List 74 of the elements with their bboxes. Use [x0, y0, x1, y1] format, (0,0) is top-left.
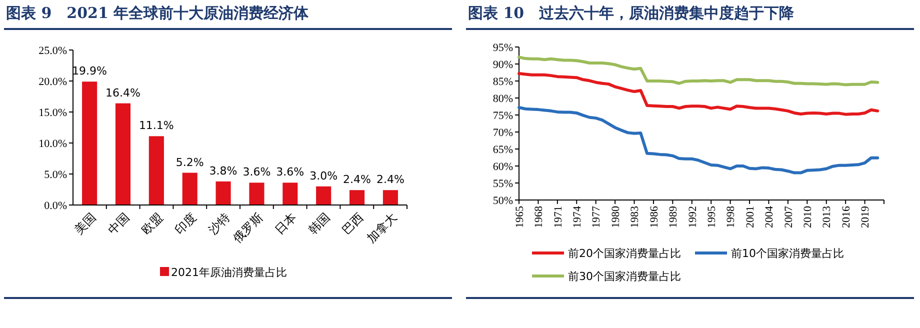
x-tick-label: 2016	[840, 206, 852, 228]
bar	[182, 172, 198, 205]
x-tick-label: 1983	[629, 206, 642, 228]
x-tick-label: 1968	[533, 206, 546, 228]
x-tick-label: 1998	[725, 206, 738, 228]
data-label: 2.4%	[343, 173, 371, 186]
bar	[282, 182, 298, 205]
y-tick-label: 75%	[492, 110, 513, 122]
x-tick-label: 2010	[802, 206, 814, 228]
line-series	[518, 106, 880, 174]
x-tick-label: 加拿大	[364, 210, 400, 246]
data-label: 3.0%	[310, 169, 338, 182]
x-tick-label: 1974	[571, 206, 584, 228]
y-tick-label: 85%	[492, 76, 513, 88]
data-label: 3.8%	[209, 164, 238, 178]
x-tick-label: 1977	[590, 206, 603, 228]
data-label: 5.2%	[176, 156, 204, 169]
bar	[216, 181, 231, 205]
data-label: 16.4%	[106, 86, 140, 100]
bar	[148, 136, 164, 205]
bar	[349, 190, 365, 205]
x-tick-label: 1971	[552, 206, 564, 228]
data-label: 11.1%	[138, 119, 174, 132]
y-tick-label: 65%	[492, 144, 513, 156]
x-tick-label: 韩国	[306, 210, 333, 238]
legend-label: 前10个国家消费量占比	[731, 246, 844, 260]
x-tick-label: 日本	[272, 210, 300, 238]
bar	[115, 103, 131, 205]
y-tick-label: 25.0%	[38, 44, 67, 57]
x-tick-label: 巴西	[339, 210, 366, 238]
bar	[382, 190, 398, 205]
x-tick-label: 1980	[610, 206, 622, 228]
y-tick-label: 60%	[492, 160, 513, 173]
data-label: 19.9%	[72, 64, 108, 78]
chart-title: 图表 9 2021 年全球前十大原油消费经济体	[6, 4, 310, 22]
legend-label: 前20个国家消费量占比	[568, 246, 681, 260]
x-tick-label: 2001	[744, 206, 756, 228]
x-tick-label: 2013	[821, 206, 834, 228]
x-tick-label: 1995	[706, 206, 718, 228]
y-tick-label: 55%	[492, 178, 513, 190]
y-tick-label: 50%	[492, 194, 513, 207]
x-tick-label: 1986	[648, 206, 660, 228]
x-tick-label: 印度	[172, 210, 199, 238]
data-label: 3.6%	[242, 166, 271, 179]
y-tick-label: 90%	[492, 58, 513, 71]
bar	[249, 182, 264, 205]
x-tick-label: 俄罗斯	[230, 210, 266, 246]
x-tick-label: 2007	[782, 206, 795, 228]
x-tick-label: 2004	[764, 206, 776, 228]
y-tick-label: 80%	[492, 92, 513, 105]
y-tick-label: 0.0%	[44, 200, 67, 212]
y-tick-label: 95%	[492, 42, 513, 54]
y-tick-label: 10.0%	[38, 138, 67, 150]
line-series	[518, 72, 880, 116]
line-series	[518, 56, 880, 86]
y-tick-label: 20.0%	[38, 76, 67, 88]
bar	[82, 82, 98, 205]
x-tick-label: 欧盟	[138, 210, 166, 238]
y-tick-label: 5.0%	[44, 168, 67, 181]
x-tick-label: 2019	[860, 206, 872, 228]
y-tick-label: 70%	[492, 126, 513, 139]
x-tick-label: 1965	[514, 206, 526, 228]
x-tick-label: 沙特	[206, 210, 232, 238]
x-tick-label: 中国	[105, 210, 132, 238]
legend-label: 前30个国家消费量占比	[568, 270, 681, 283]
data-label: 3.6%	[276, 166, 304, 179]
x-tick-label: 1992	[686, 206, 699, 228]
bar	[316, 186, 332, 205]
x-tick-label: 1989	[668, 206, 680, 228]
x-tick-label: 美国	[72, 210, 99, 238]
legend-label: 2021年原油消费量占比	[171, 266, 287, 279]
chart-title: 图表 10 过去六十年，原油消费集中度趋于下降	[468, 4, 796, 22]
data-label: 2.4%	[376, 173, 404, 186]
y-tick-label: 15.0%	[38, 106, 67, 119]
